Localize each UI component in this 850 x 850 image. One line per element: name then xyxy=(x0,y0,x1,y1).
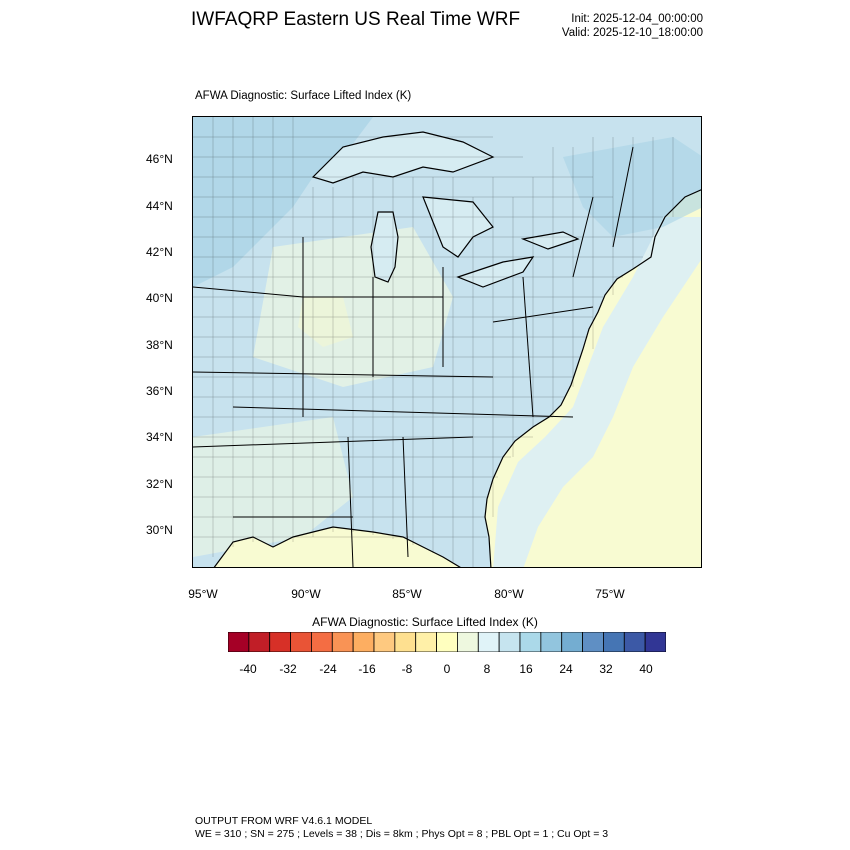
colorbar-swatch xyxy=(311,632,333,652)
lat-label: 44°N xyxy=(146,199,173,213)
lat-label: 36°N xyxy=(146,384,173,398)
colorbar-swatch xyxy=(540,632,563,652)
colorbar xyxy=(228,632,666,652)
colorbar-tick-label: 24 xyxy=(559,662,573,676)
colorbar-swatch xyxy=(582,632,604,652)
lon-label: 95°W xyxy=(188,587,218,601)
lon-label: 85°W xyxy=(392,587,422,601)
colorbar-tick-label: -32 xyxy=(279,662,297,676)
colorbar-tick-label: 0 xyxy=(443,662,451,676)
valid-time: Valid: 2025-12-10_18:00:00 xyxy=(561,27,703,39)
lon-label: 80°W xyxy=(494,587,524,601)
colorbar-swatch xyxy=(561,632,583,652)
gulf-coastline xyxy=(213,526,461,567)
colorbar-swatch xyxy=(519,632,542,652)
colorbar-swatch xyxy=(457,632,479,652)
colorbar-tick-label: -16 xyxy=(358,662,376,676)
colorbar-tick-label: -40 xyxy=(239,662,257,676)
colorbar-swatch xyxy=(498,632,521,652)
model-config-line: WE = 310 ; SN = 275 ; Levels = 38 ; Dis … xyxy=(195,828,609,840)
colorbar-swatch xyxy=(477,632,500,652)
plot-field-label: AFWA Diagnostic: Surface Lifted Index (K… xyxy=(195,90,412,102)
colorbar-swatch xyxy=(644,632,666,652)
lon-label: 90°W xyxy=(291,587,321,601)
shelf-shading xyxy=(493,217,701,567)
colorbar-tick-label: 8 xyxy=(483,662,491,676)
lake-huron xyxy=(422,196,494,258)
colorbar-swatch xyxy=(290,632,312,652)
colorbar-swatch xyxy=(248,632,271,652)
nw-region-shading xyxy=(193,117,373,287)
colorbar-swatch xyxy=(373,632,396,652)
colorbar-swatch xyxy=(269,632,291,652)
colorbar-tick-label: 16 xyxy=(519,662,533,676)
colorbar-swatch xyxy=(228,632,250,652)
map-svg xyxy=(193,117,701,567)
chart-title: IWFAQRP Eastern US Real Time WRF xyxy=(191,9,521,30)
colorbar-tick-label: 40 xyxy=(639,662,653,676)
map-panel xyxy=(192,116,702,568)
lake-ontario xyxy=(520,231,580,250)
lat-label: 40°N xyxy=(146,291,173,305)
colorbar-swatch xyxy=(415,632,437,652)
lon-label: 75°W xyxy=(595,587,625,601)
colorbar-tick-label: 32 xyxy=(599,662,613,676)
lake-erie xyxy=(456,256,535,288)
colorbar-swatch xyxy=(331,632,354,652)
colorbar-tick-label: -24 xyxy=(319,662,337,676)
lat-label: 42°N xyxy=(146,245,173,259)
lat-label: 30°N xyxy=(146,523,173,537)
lat-label: 38°N xyxy=(146,338,173,352)
lat-label: 32°N xyxy=(146,477,173,491)
colorbar-title: AFWA Diagnostic: Surface Lifted Index (K… xyxy=(312,615,538,629)
coastline xyxy=(484,189,701,567)
lat-label: 46°N xyxy=(146,152,173,166)
model-info-line: OUTPUT FROM WRF V4.6.1 MODEL xyxy=(195,815,373,827)
lake-superior xyxy=(311,131,495,184)
colorbar-swatch xyxy=(436,632,458,652)
colorbar-swatch xyxy=(394,632,417,652)
colorbar-swatch xyxy=(603,632,625,652)
colorbar-swatch xyxy=(623,632,646,652)
colorbar-tick-label: -8 xyxy=(401,662,413,676)
county-grid xyxy=(193,117,674,567)
colorbar-swatch xyxy=(352,632,375,652)
lat-label: 34°N xyxy=(146,430,173,444)
init-time: Init: 2025-12-04_00:00:00 xyxy=(571,13,703,25)
ne-region-shading xyxy=(563,137,701,237)
lake-michigan xyxy=(370,211,399,283)
